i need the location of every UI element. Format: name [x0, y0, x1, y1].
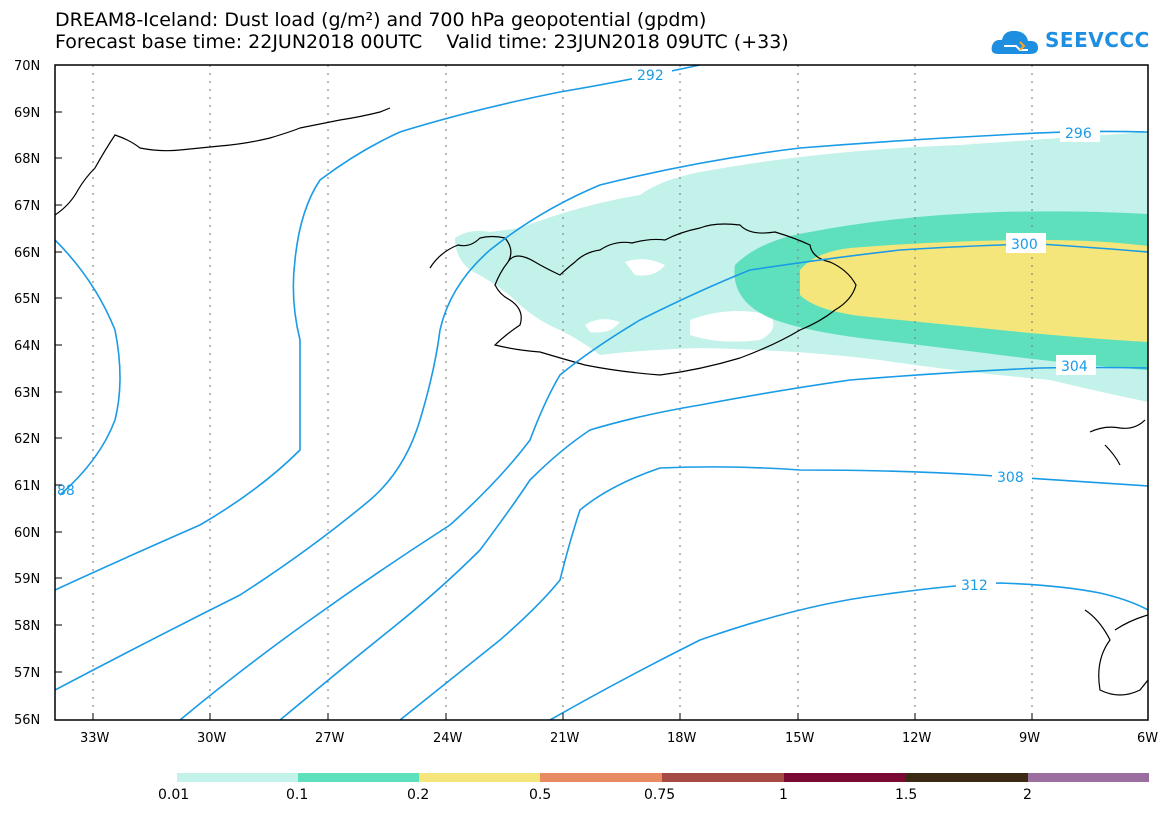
colorbar-swatch: [906, 773, 1028, 782]
map-subtitle: Forecast base time: 22JUN2018 00UTC Vali…: [55, 31, 789, 53]
logo-text: SEEVCCC: [1045, 28, 1150, 52]
dust-hole: [690, 311, 774, 342]
colorbar-swatch: [177, 773, 298, 782]
lon-label: 21W: [550, 731, 580, 746]
lat-label: 59N: [14, 572, 40, 587]
latitude-axis: 70N 69N 68N 67N 66N 65N 64N 63N 62N 61N …: [14, 59, 62, 728]
colorbar-swatch: [540, 773, 662, 782]
map-title: DREAM8-Iceland: Dust load (g/m²) and 700…: [55, 9, 707, 31]
lat-label: 69N: [14, 106, 40, 121]
lon-label: 18W: [667, 731, 697, 746]
lat-label: 63N: [14, 386, 40, 401]
colorbar-label: 1: [779, 787, 788, 803]
lon-label: 30W: [197, 731, 227, 746]
cloud-logo-icon: [991, 30, 1038, 54]
contour-label-312: 312: [961, 578, 988, 594]
colorbar-label: 2: [1023, 787, 1032, 803]
lon-label: 9W: [1019, 731, 1040, 746]
lat-label: 60N: [14, 526, 40, 541]
lon-label: 27W: [315, 731, 345, 746]
colorbar-label: 0.5: [529, 787, 551, 803]
lon-label: 24W: [433, 731, 463, 746]
colorbar-label: 1.5: [895, 787, 917, 803]
contour-label-296: 296: [1065, 126, 1092, 142]
colorbar-label: 0.75: [644, 787, 675, 803]
colorbar-swatch: [1028, 773, 1149, 782]
colorbar-swatch: [419, 773, 540, 782]
contour-labels: 292 296 300 304 308 312 88: [57, 64, 1100, 594]
lat-label: 66N: [14, 246, 40, 261]
coastline: [55, 107, 1148, 696]
lon-label: 15W: [785, 731, 815, 746]
lat-label: 58N: [14, 619, 40, 634]
lat-label: 70N: [14, 59, 40, 74]
lat-label: 57N: [14, 666, 40, 681]
lat-label: 62N: [14, 432, 40, 447]
colorbar-label: 0.2: [407, 787, 429, 803]
lat-label: 68N: [14, 152, 40, 167]
colorbar-label: 0.1: [286, 787, 308, 803]
contour-label-300: 300: [1011, 237, 1038, 253]
lon-label: 6W: [1137, 731, 1158, 746]
geopotential-contours: [55, 65, 1148, 720]
colorbar-label: 0.01: [158, 787, 189, 803]
colorbar: 0.01 0.1 0.2 0.5 0.75 1 1.5 2: [158, 773, 1149, 803]
colorbar-swatch: [662, 773, 784, 782]
colorbar-swatch: [784, 773, 906, 782]
lat-label: 56N: [14, 713, 40, 728]
lon-label: 12W: [902, 731, 932, 746]
lat-label: 67N: [14, 199, 40, 214]
contour-label-88: 88: [57, 483, 75, 499]
lat-label: 64N: [14, 339, 40, 354]
colorbar-swatch: [298, 773, 419, 782]
contour-label-292: 292: [637, 68, 664, 84]
lon-label: 33W: [80, 731, 110, 746]
lat-label: 61N: [14, 479, 40, 494]
contour-label-308: 308: [997, 470, 1024, 486]
contour-label-304: 304: [1061, 359, 1088, 375]
dust-area-high: [800, 240, 1148, 342]
dust-hole: [625, 259, 665, 276]
longitude-axis: 33W 30W 27W 24W 21W 18W 15W 12W 9W 6W: [80, 713, 1158, 746]
lat-label: 65N: [14, 292, 40, 307]
dust-hole: [585, 319, 620, 333]
